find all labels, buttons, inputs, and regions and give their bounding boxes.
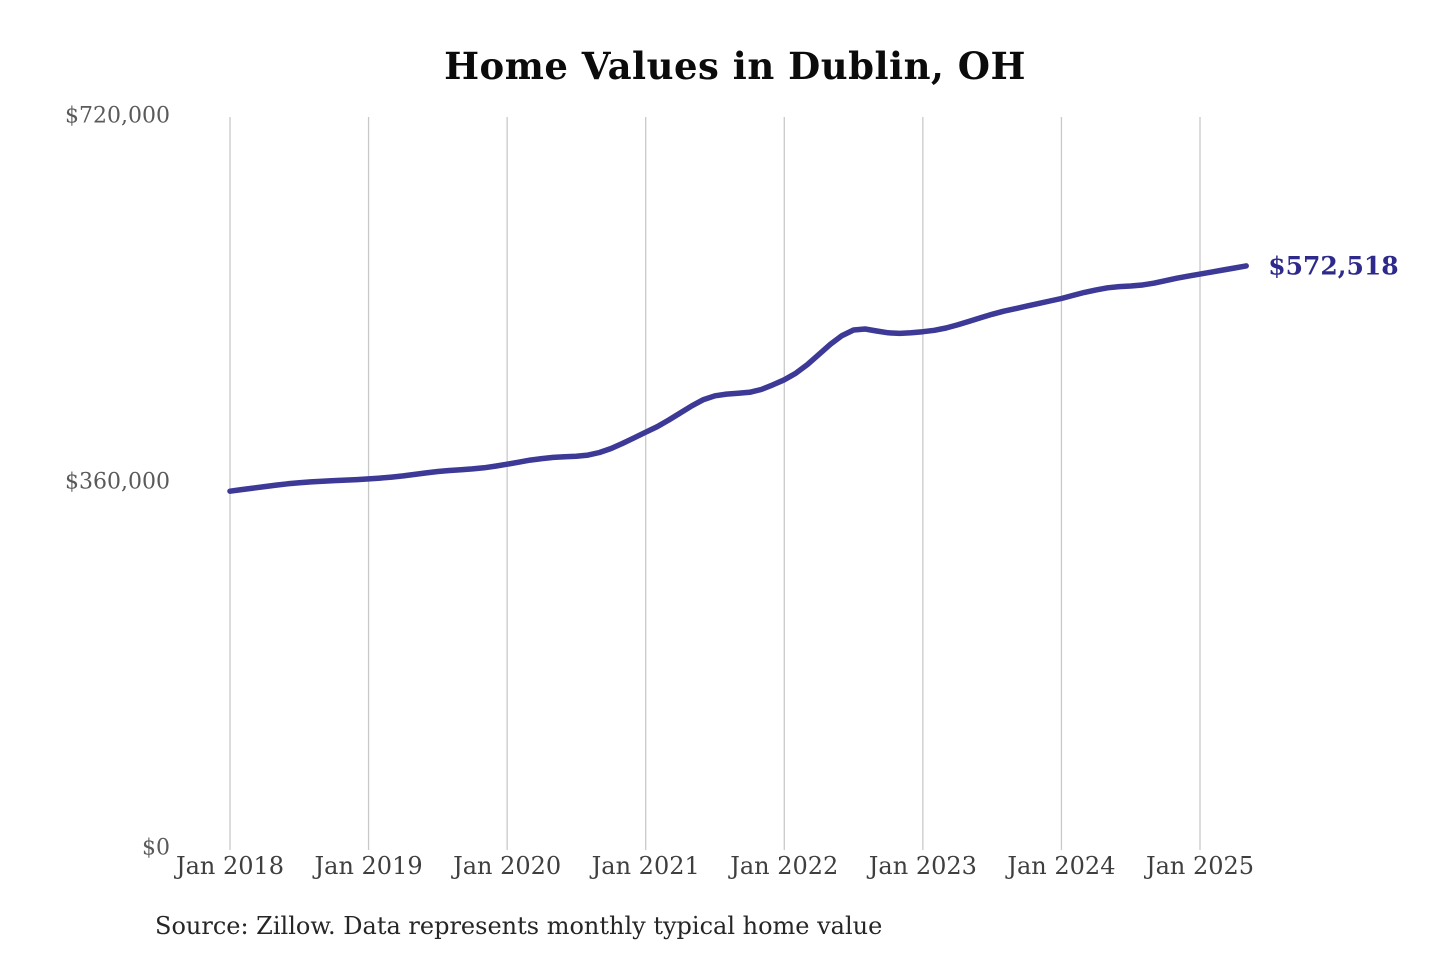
latest-value-label: $572,518 xyxy=(1268,251,1399,281)
x-axis-label: Jan 2025 xyxy=(1145,852,1255,880)
chart-title: Home Values in Dublin, OH xyxy=(444,44,1026,88)
x-axis-label: Jan 2024 xyxy=(1007,852,1116,880)
x-axis-label: Jan 2023 xyxy=(868,852,977,880)
home-value-line xyxy=(227,263,1249,494)
x-axis-label: Jan 2019 xyxy=(314,852,423,880)
y-axis-label: $720,000 xyxy=(65,103,170,129)
x-axis-label: Jan 2022 xyxy=(730,852,839,880)
source-note: Source: Zillow. Data represents monthly … xyxy=(155,912,883,940)
y-axis-label: $360,000 xyxy=(65,469,170,495)
x-axis-label: Jan 2020 xyxy=(453,852,562,880)
x-axis-label: Jan 2018 xyxy=(175,852,285,880)
y-axis-label: $0 xyxy=(142,835,170,861)
x-axis-label: Jan 2021 xyxy=(591,852,700,880)
